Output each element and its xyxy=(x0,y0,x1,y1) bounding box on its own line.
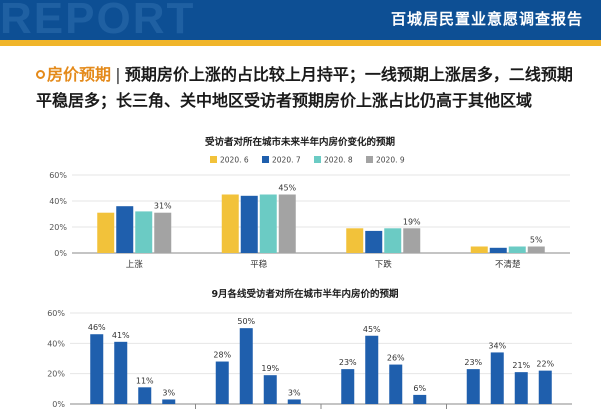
chart1-data-label: 45% xyxy=(278,184,296,193)
chart1-legend-label: 2020. 6 xyxy=(220,156,249,165)
chart2-data-label: 6% xyxy=(413,384,426,393)
report-header: REPORT 百城居民置业意愿调查报告 xyxy=(0,0,601,40)
chart2-bar xyxy=(413,394,427,404)
chart2-bar xyxy=(239,328,253,404)
chart2-data-label: 45% xyxy=(363,325,381,334)
chart1-bar xyxy=(365,230,383,253)
accent-bar xyxy=(0,40,601,46)
chart2-data-label: 11% xyxy=(136,376,154,385)
chart1-legend-label: 2020. 9 xyxy=(376,156,405,165)
chart2-bar xyxy=(514,372,528,404)
chart2-bar xyxy=(138,387,152,404)
chart2-data-label: 28% xyxy=(213,351,231,360)
chart2-data-label: 46% xyxy=(88,323,106,332)
chart2-data-label: 26% xyxy=(387,354,405,363)
chart1-legend-label: 2020. 7 xyxy=(272,156,301,165)
chart1-legend-swatch xyxy=(262,156,269,163)
chart2-bar xyxy=(263,375,277,404)
chart2-bar xyxy=(90,334,104,404)
chart1-bar xyxy=(221,194,239,253)
chart2-y-tick: 0% xyxy=(52,400,65,409)
chart2-data-label: 50% xyxy=(237,317,255,326)
chart1-data-label: 31% xyxy=(154,202,172,211)
chart1-data-label: 19% xyxy=(403,217,421,226)
chart1-category-label: 上涨 xyxy=(126,259,144,270)
chart1-data-label: 5% xyxy=(530,236,543,245)
chart1-category-label: 不清楚 xyxy=(495,259,521,270)
chart2-data-label: 3% xyxy=(162,388,175,397)
chart2-bar xyxy=(389,364,403,404)
chart2-data-label: 22% xyxy=(536,360,554,369)
headline-text: 预期房价上涨的占比较上月持平；一线预期上涨居多，二线预期平稳居多；长三角、关中地… xyxy=(36,65,573,110)
chart2-data-label: 21% xyxy=(512,361,530,370)
chart2-y-tick: 60% xyxy=(47,309,65,318)
chart2-data-label: 23% xyxy=(464,358,482,367)
chart1-bar xyxy=(384,228,402,253)
chart2-bar xyxy=(365,335,379,404)
chart1-legend-label: 2020. 8 xyxy=(324,156,353,165)
chart2-data-label: 23% xyxy=(339,358,357,367)
chart2-data-label: 41% xyxy=(112,331,130,340)
chart1-bar xyxy=(403,228,421,253)
chart1-legend-swatch xyxy=(210,156,217,163)
headline: 房价预期 | 预期房价上涨的占比较上月持平；一线预期上涨居多，二线预期平稳居多；长三… xyxy=(36,62,584,114)
chart2-y-tick: 40% xyxy=(47,339,65,348)
chart2-bar xyxy=(215,361,229,404)
chart1-bar xyxy=(135,211,153,253)
chart2-bar xyxy=(466,369,480,404)
chart1-bar xyxy=(278,194,296,253)
chart1-y-tick: 60% xyxy=(49,171,67,180)
chart1-y-tick: 20% xyxy=(49,223,67,232)
chart2-data-label: 34% xyxy=(488,341,506,350)
chart1-title: 受访者对所在城市未来半年内房价变化的预期 xyxy=(205,136,395,148)
chart2-bar xyxy=(114,341,128,404)
chart1-y-tick: 0% xyxy=(54,249,67,258)
report-title: 百城居民置业意愿调查报告 xyxy=(390,10,583,28)
chart1-category-label: 下跌 xyxy=(375,259,393,270)
chart1-bar xyxy=(97,212,115,253)
chart2-data-label: 19% xyxy=(261,364,279,373)
chart1-bar xyxy=(154,212,172,253)
headline-tag: 房价预期 xyxy=(47,65,112,84)
chart2-data-label: 3% xyxy=(288,388,301,397)
chart2-title: 9月各线受访者对所在城市半年内房价的预期 xyxy=(211,288,398,300)
chart1-bar xyxy=(527,246,545,253)
chart1-bar xyxy=(240,195,258,253)
chart2-bar xyxy=(162,399,176,404)
chart2-bar xyxy=(287,399,301,404)
chart2-y-tick: 20% xyxy=(47,370,65,379)
chart1-bar xyxy=(259,194,277,253)
chart2-bar xyxy=(538,370,552,404)
chart1-legend-swatch xyxy=(314,156,321,163)
chart1-y-tick: 40% xyxy=(49,197,67,206)
headline-separator: | xyxy=(115,65,121,84)
chart2-bar xyxy=(341,369,355,404)
report-watermark: REPORT xyxy=(0,0,196,40)
chart1-bar xyxy=(116,206,134,253)
chart1-bar xyxy=(508,246,526,253)
chart1-bar xyxy=(489,247,507,253)
chart2-bar xyxy=(490,352,504,404)
chart1-bar xyxy=(346,228,364,253)
bullet-circle-icon xyxy=(36,70,45,79)
chart1-category-label: 平稳 xyxy=(250,259,268,270)
chart1-bar xyxy=(470,246,488,253)
chart1-legend-swatch xyxy=(366,156,373,163)
